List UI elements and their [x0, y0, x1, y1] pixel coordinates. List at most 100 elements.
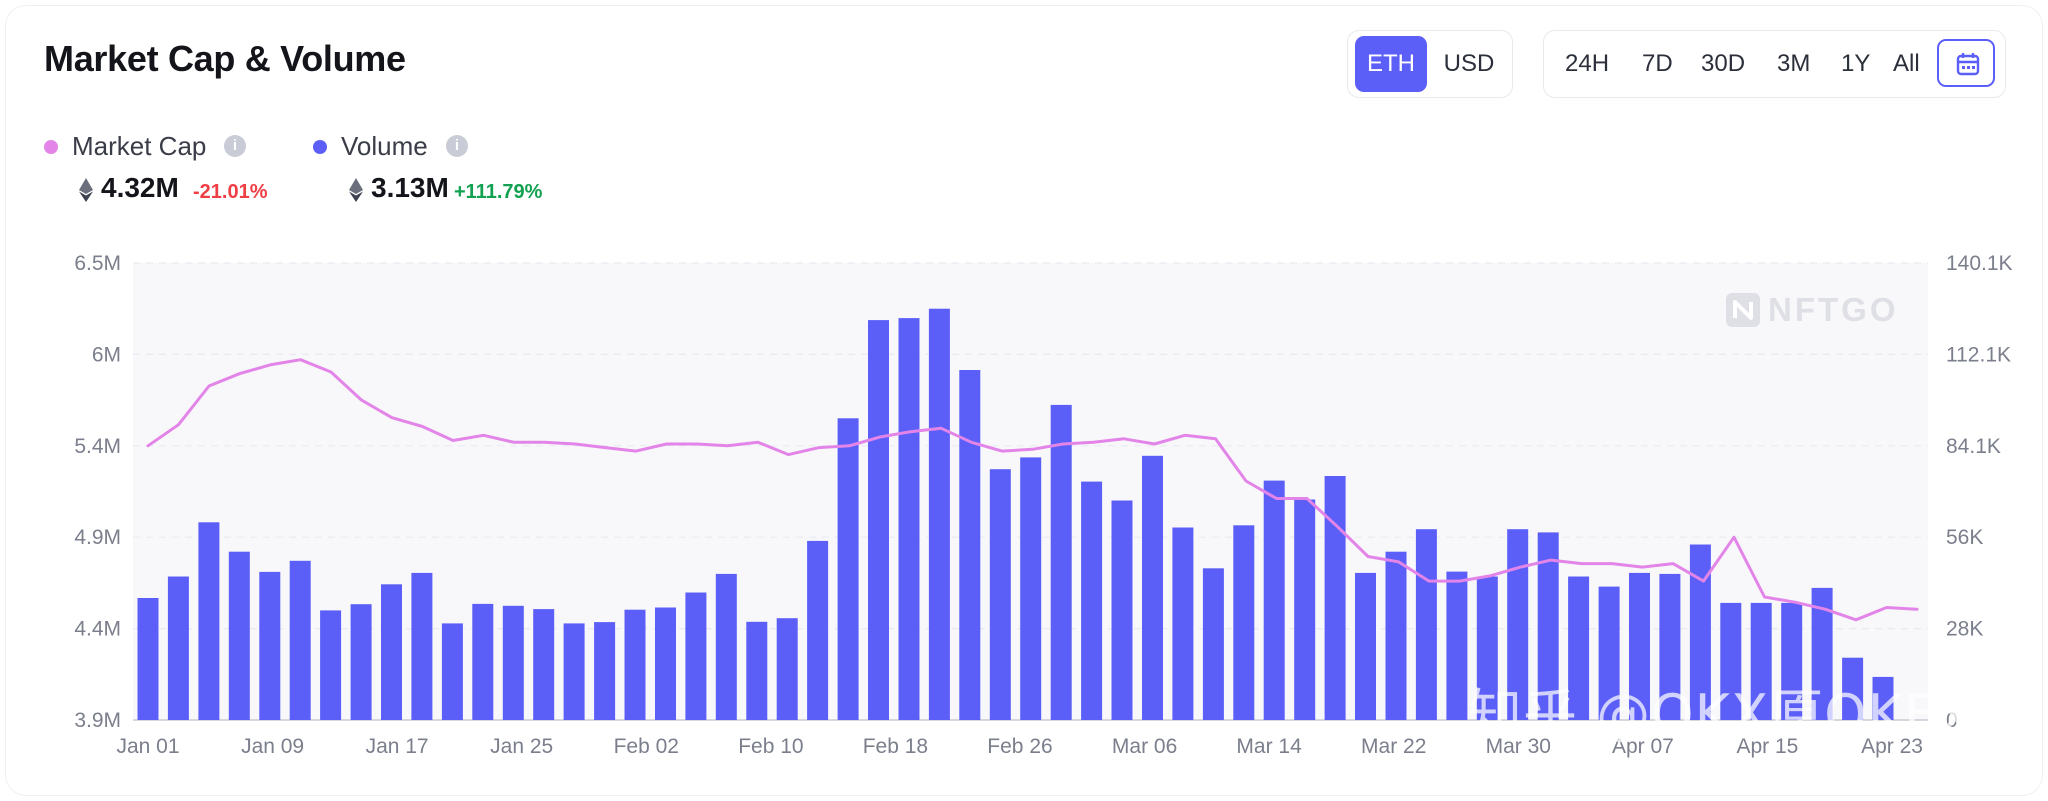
volume-bar — [959, 370, 981, 720]
x-tick-label: Feb 02 — [614, 735, 679, 758]
volume-bar — [441, 623, 463, 720]
x-tick-label: Mar 14 — [1236, 735, 1302, 758]
market-cap-label: Market Cap — [72, 131, 207, 161]
volume-bar — [1811, 587, 1833, 720]
y-left-tick-label: 6.5M — [74, 252, 121, 275]
volume-bar — [1659, 573, 1681, 720]
volume-bar — [1142, 455, 1163, 720]
volume-bar — [1324, 476, 1346, 720]
y-left-tick-label: 3.9M — [74, 709, 121, 732]
range-all-button[interactable]: All — [1893, 50, 1920, 77]
volume-bar — [1233, 525, 1255, 720]
volume-bar — [989, 469, 1011, 720]
volume-value: 3.13M — [371, 172, 449, 203]
volume-bar — [502, 605, 524, 720]
y-left-tick-label: 5.4M — [74, 435, 121, 458]
volume-bar — [411, 572, 433, 720]
volume-bar — [320, 610, 342, 720]
x-tick-label: Jan 25 — [490, 735, 553, 758]
range-7d-button[interactable]: 7D — [1642, 50, 1673, 77]
volume-dot — [313, 140, 327, 154]
x-tick-label: Jan 09 — [241, 735, 304, 758]
y-right-tick-label: 112.1K — [1946, 343, 2011, 366]
range-1y-button[interactable]: 1Y — [1841, 50, 1871, 77]
volume-bar — [350, 604, 372, 720]
y-right-tick-label: 0 — [1946, 709, 1958, 732]
market-cap-dot — [44, 140, 58, 154]
info-icon[interactable]: i — [224, 135, 246, 157]
market-cap-change: -21.01% — [193, 181, 268, 203]
range-24h-button[interactable]: 24H — [1565, 50, 1610, 77]
x-tick-label: Mar 22 — [1361, 735, 1426, 758]
info-icon[interactable]: i — [446, 135, 468, 157]
volume-bar — [715, 573, 737, 720]
calendar-icon — [1956, 53, 1980, 76]
x-tick-label: Jan 17 — [366, 735, 429, 758]
x-tick-label: Mar 06 — [1112, 735, 1177, 758]
nftgo-logo-icon — [1726, 293, 1760, 327]
eth-icon — [79, 178, 93, 202]
market-cap-value: 4.32M — [101, 172, 179, 203]
volume-bar — [289, 560, 311, 720]
x-tick-label: Mar 30 — [1486, 735, 1551, 758]
eth-unit-button[interactable]: ETH — [1355, 36, 1427, 92]
y-left-tick-label: 4.9M — [74, 526, 121, 549]
volume-bar — [1537, 532, 1559, 720]
x-tick-label: Apr 07 — [1612, 735, 1674, 758]
volume-bar — [928, 308, 950, 720]
x-tick-label: Jan 01 — [116, 735, 179, 758]
y-right-tick-label: 56K — [1946, 526, 1983, 549]
volume-bar — [624, 609, 646, 720]
x-tick-label: Feb 18 — [863, 735, 928, 758]
volume-bar — [1568, 576, 1590, 720]
volume-bar — [563, 623, 585, 720]
market-cap-line — [146, 358, 1919, 622]
volume-bar — [1050, 404, 1072, 720]
page-title: Market Cap & Volume — [44, 38, 406, 79]
volume-bar — [1263, 480, 1285, 720]
nftgo-logo-text: NFTGO — [1768, 291, 1899, 328]
volume-bar — [1385, 551, 1407, 720]
volume-bar — [167, 576, 189, 720]
volume-bar — [807, 540, 829, 720]
volume-bar — [594, 622, 616, 720]
volume-bar — [1598, 586, 1620, 720]
x-tick-label: Feb 10 — [738, 735, 803, 758]
range-30d-button[interactable]: 30D — [1701, 50, 1746, 77]
x-tick-label: Apr 15 — [1736, 735, 1798, 758]
usd-unit-button[interactable]: USD — [1443, 50, 1495, 77]
volume-bar — [1294, 499, 1316, 720]
x-tick-label: Apr 23 — [1861, 735, 1923, 758]
volume-bar — [837, 418, 859, 720]
y-left-tick-label: 6M — [92, 343, 121, 366]
volume-bar — [655, 607, 676, 720]
range-3m-button[interactable]: 3M — [1777, 50, 1811, 77]
volume-bar — [1415, 529, 1437, 720]
volume-bar — [1081, 481, 1103, 720]
volume-bar — [1629, 572, 1650, 720]
volume-bar — [1476, 576, 1498, 720]
volume-bar — [198, 522, 220, 720]
volume-bar — [1355, 572, 1376, 720]
volume-bar — [685, 592, 707, 720]
volume-bar — [868, 320, 889, 720]
volume-bar — [259, 571, 281, 720]
volume-bar — [1020, 457, 1042, 720]
calendar-button[interactable] — [1937, 39, 1995, 87]
volume-bar — [1720, 602, 1742, 720]
volume-bar — [1202, 568, 1224, 720]
volume-bar — [898, 318, 920, 720]
unit-toggle: ETH USD — [1347, 30, 1513, 98]
volume-bar — [1872, 676, 1894, 720]
volume-bar — [1172, 527, 1194, 720]
volume-bar — [1781, 602, 1803, 720]
volume-bar — [776, 618, 798, 720]
watermark: 知乎 @OKX原OKEx — [1468, 683, 1973, 746]
volume-bar — [472, 603, 494, 720]
y-right-tick-label: 84.1K — [1946, 435, 2001, 458]
volume-bar — [228, 551, 250, 720]
time-range-toggle: 24H 7D 30D 3M 1Y All — [1543, 30, 2006, 98]
volume-label: Volume — [341, 131, 428, 161]
y-left-tick-label: 4.4M — [74, 618, 121, 641]
